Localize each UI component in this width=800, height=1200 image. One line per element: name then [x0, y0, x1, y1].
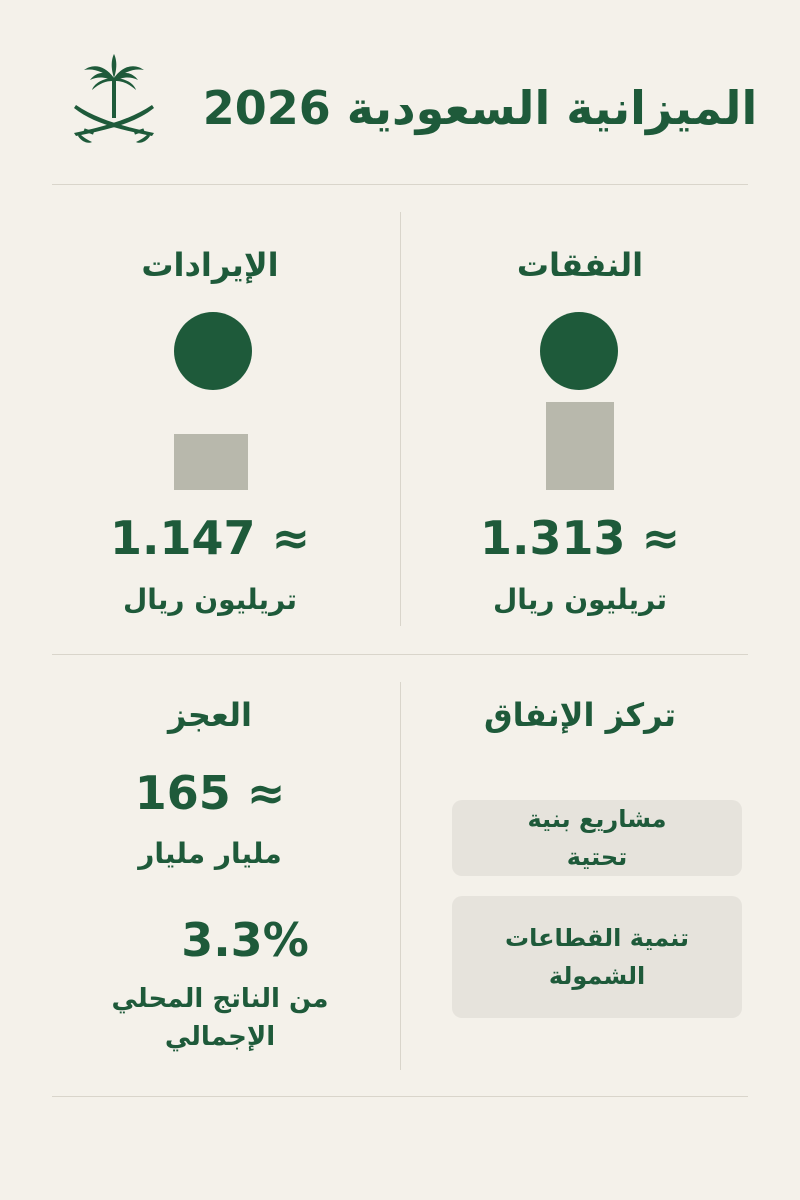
- divider-bottom: [52, 1096, 748, 1097]
- deficit-title: العجز: [167, 696, 252, 734]
- revenues-bar: [174, 434, 248, 490]
- spending-focus-item: تنمية القطاعات الشمولة: [452, 896, 742, 1018]
- expenses-value: 1.313 ≈: [479, 511, 681, 565]
- page-title: الميزانية السعودية 2026: [202, 81, 758, 135]
- palm-and-swords-emblem-icon: [66, 50, 162, 150]
- deficit-value: 165 ≈: [134, 766, 286, 820]
- spending-focus-item-label: تنمية القطاعات الشمولة: [504, 924, 690, 990]
- expenses-title: النفقات: [516, 246, 644, 284]
- divider-middle: [52, 654, 748, 655]
- spending-focus-title: تركز الإنفاق: [483, 696, 677, 734]
- revenues-unit: تريليون ريال: [123, 583, 297, 616]
- deficit-unit: مليار مليار: [138, 837, 282, 870]
- revenues-title: الإيرادات: [141, 246, 279, 284]
- expenses-unit: تريليون ريال: [493, 583, 667, 616]
- expenses-circle-icon: [540, 312, 618, 390]
- divider-top: [52, 184, 748, 185]
- deficit-gdp-label: من الناتج المحلي الإجمالي: [111, 984, 329, 1052]
- revenues-value: 1.147 ≈: [109, 511, 311, 565]
- spending-focus-item: مشاريع بنية تحتية: [452, 800, 742, 876]
- revenues-circle-icon: [174, 312, 252, 390]
- expenses-bar: [546, 402, 614, 490]
- deficit-gdp-percent: 3.3%: [181, 913, 309, 967]
- divider-vertical-top: [400, 212, 401, 626]
- divider-vertical-bottom: [400, 682, 401, 1070]
- spending-focus-item-label: مشاريع بنية تحتية: [527, 805, 667, 871]
